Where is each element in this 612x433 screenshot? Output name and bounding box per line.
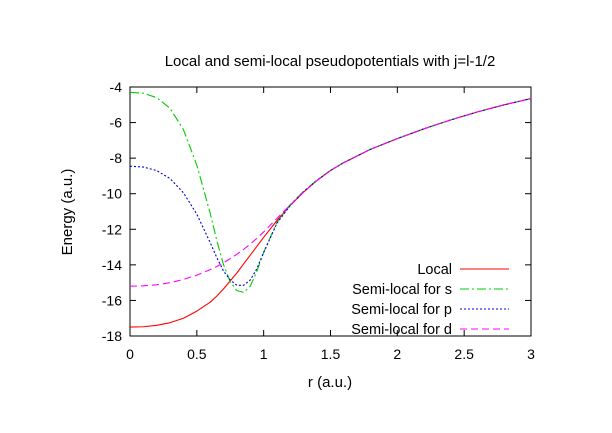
y-tick-label: -18	[102, 328, 122, 344]
y-tick-label: -4	[110, 79, 123, 95]
x-tick-label: 3	[527, 346, 535, 362]
y-tick-label: -12	[102, 221, 122, 237]
axis-ticks: 0 0.5 1 1.5 2 2.5 3 -18 -16 -14 -12 -10 -8 -6 -4	[102, 79, 535, 362]
y-tick-label: -14	[102, 257, 122, 273]
x-tick-label: 0.5	[187, 346, 207, 362]
chart-title: Local and semi-local pseudopotentials wi…	[165, 53, 496, 70]
x-tick-label: 2.5	[454, 346, 474, 362]
x-tick-label: 1	[260, 346, 268, 362]
x-tick-label: 1.5	[321, 346, 341, 362]
x-axis-title: r (a.u.)	[308, 374, 352, 391]
y-tick-label: -16	[102, 292, 122, 308]
series-lines	[129, 91, 532, 328]
series-line	[129, 98, 532, 287]
x-tick-label: 2	[393, 346, 401, 362]
y-tick-label: -10	[102, 186, 122, 202]
legend-label: Semi-local for d	[351, 322, 452, 338]
y-axis-title: Energy (a.u.)	[59, 169, 76, 256]
y-tick-label: -6	[110, 115, 123, 131]
legend-label: Local	[417, 262, 452, 278]
legend: Local Semi-local for s Semi-local for p Sem…	[351, 262, 509, 338]
legend-label: Semi-local for p	[351, 302, 452, 318]
legend-label: Semi-local for s	[352, 282, 452, 298]
x-tick-label: 0	[126, 346, 134, 362]
y-tick-label: -8	[110, 150, 123, 166]
series-line	[129, 98, 532, 286]
